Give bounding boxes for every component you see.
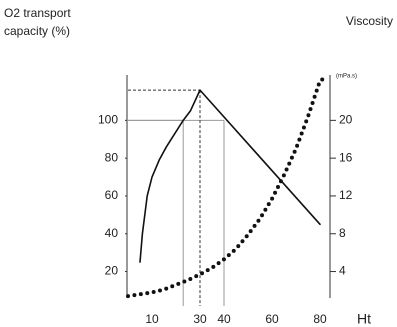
x-tick-label: 10 [145,312,159,326]
y2-tick-label: 8 [339,226,346,240]
viscosity-line [126,74,330,299]
y2-unit: (mPa.s) [336,74,357,80]
y-axis-label: O2 transport [4,6,71,20]
x-tick-label: 30 [193,312,207,326]
y2-tick-label: 4 [339,264,346,278]
x-axis-label: Ht [357,311,371,327]
y2-tick-label: 16 [339,150,353,164]
o2-line [139,89,321,263]
x-tick-label: 60 [265,312,279,326]
y-tick-label: 80 [105,150,119,164]
y-tick-label: 60 [105,188,119,202]
y2-tick-label: 20 [339,113,353,127]
x-tick-label: 40 [217,312,231,326]
y2-tick-label: 12 [339,188,353,202]
y-tick-label: 20 [105,264,119,278]
y-tick-label: 40 [105,226,119,240]
y-tick-label: 100 [98,113,118,127]
y2-axis-label: Viscosity [346,14,393,28]
y-axis-label: capacity (%) [4,24,70,38]
x-tick-label: 80 [313,312,327,326]
